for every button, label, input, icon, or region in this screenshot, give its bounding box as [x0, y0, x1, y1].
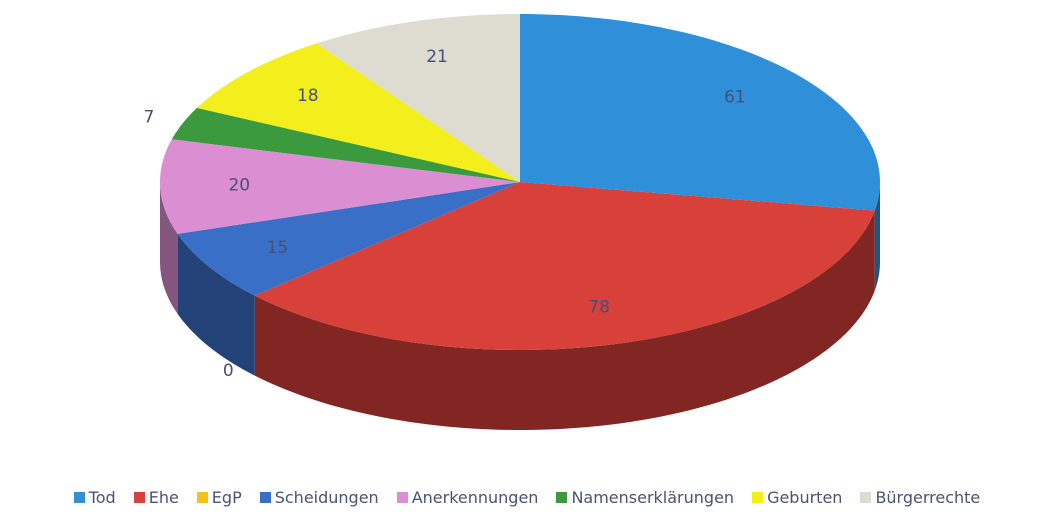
legend-swatch — [556, 492, 568, 503]
slice — [254, 182, 875, 350]
legend-label: Bürgerrechte — [875, 488, 981, 507]
legend-item: Namenserklärungen — [556, 488, 734, 507]
legend-label: EgP — [211, 488, 242, 507]
legend-item: Geburten — [752, 488, 842, 507]
slice — [520, 14, 880, 211]
slice-side — [160, 182, 178, 314]
slice-side — [177, 233, 255, 376]
legend-swatch — [73, 492, 85, 503]
data-label: 20 — [228, 176, 250, 196]
chart: 61 78 0 15 20 7 18 21 — [144, 14, 880, 430]
data-label: 0 — [223, 361, 234, 381]
legend-label: Anerkennungen — [411, 488, 539, 507]
legend-swatch — [396, 492, 408, 503]
legend-swatch — [259, 492, 271, 503]
legend-label: Scheidungen — [274, 488, 379, 507]
legend-swatch — [752, 492, 764, 503]
data-label: 7 — [144, 107, 155, 127]
slice — [177, 182, 520, 296]
legend-item: Tod — [73, 488, 116, 507]
legend-item: Ehe — [133, 488, 179, 507]
legend-item: EgP — [196, 488, 242, 507]
slice — [171, 107, 520, 182]
legend-swatch — [196, 492, 208, 503]
slice — [316, 14, 520, 182]
slice-side — [254, 210, 875, 430]
data-label: 61 — [724, 88, 746, 108]
legend-label: Geburten — [767, 488, 843, 507]
data-label: 15 — [267, 238, 289, 258]
legend-swatch — [860, 492, 872, 503]
legend: Tod Ehe EgP Scheidungen Anerkennungen Namense… — [0, 488, 1054, 507]
legend-swatch — [133, 492, 145, 503]
legend-item: Anerkennungen — [396, 488, 539, 507]
slice — [196, 43, 520, 182]
data-label: 21 — [426, 47, 448, 67]
legend-label: Tod — [88, 488, 116, 507]
legend-label: Ehe — [148, 488, 179, 507]
data-label: 18 — [297, 86, 319, 106]
slice-side — [874, 182, 880, 291]
data-label: 78 — [588, 298, 610, 318]
legend-label: Namenserklärungen — [571, 488, 735, 507]
legend-item: Bürgerrechte — [860, 488, 980, 507]
legend-item: Scheidungen — [259, 488, 379, 507]
slice — [160, 139, 520, 234]
